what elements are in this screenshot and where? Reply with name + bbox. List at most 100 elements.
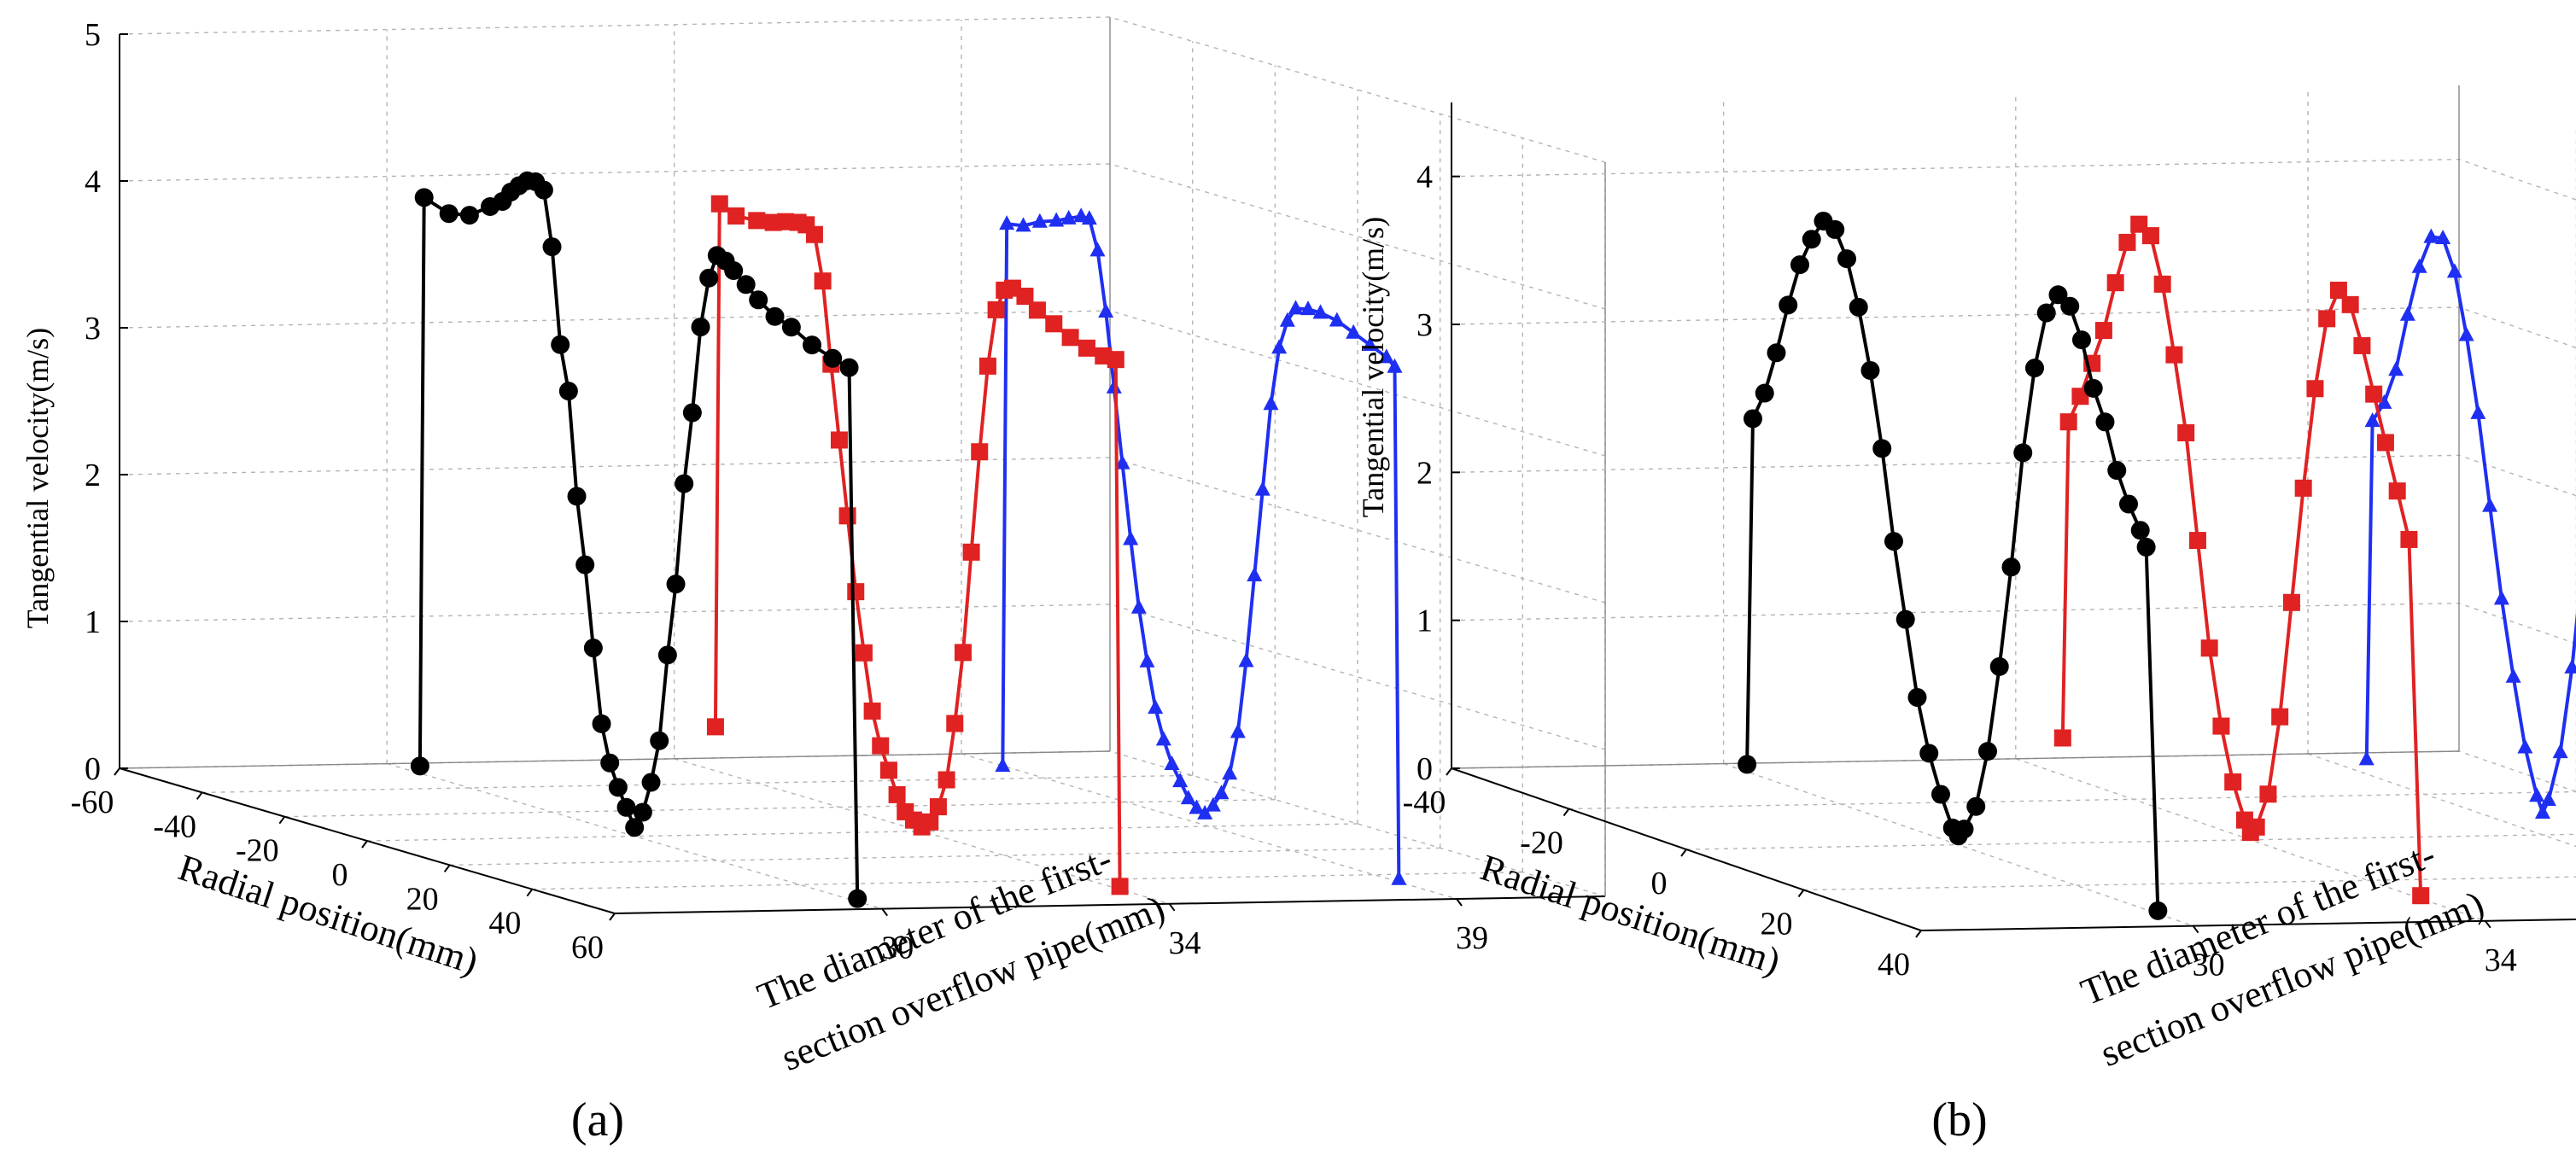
data-point: [2053, 729, 2071, 747]
data-point: [1130, 598, 1147, 614]
z-tick-label: 34: [2485, 942, 2517, 978]
y-tick-label: 3: [85, 311, 101, 347]
data-point: [710, 195, 728, 213]
data-point: [814, 272, 832, 290]
data-point: [2388, 482, 2406, 500]
data-point: [1312, 304, 1329, 319]
data-point: [650, 731, 669, 750]
data-point: [978, 357, 996, 375]
floor-gridline: [449, 847, 1440, 866]
data-point: [1790, 255, 1809, 275]
data-point: [2130, 521, 2150, 540]
data-point: [2071, 330, 2091, 350]
data-point: [2165, 346, 2183, 364]
data-point: [2118, 233, 2136, 251]
data-point: [414, 188, 434, 207]
z-axis-line: [1920, 918, 2576, 931]
data-point: [962, 543, 980, 561]
data-point: [567, 487, 587, 506]
data-point: [1061, 329, 1079, 347]
data-point: [2318, 310, 2336, 328]
data-point: [971, 443, 989, 461]
z-tick-label: 39: [1456, 920, 1488, 956]
x-tick-label: 40: [1878, 947, 1910, 983]
floor-gridline: [674, 758, 1170, 905]
data-point: [1254, 481, 1270, 496]
data-point: [2365, 385, 2383, 403]
data-point: [2059, 413, 2077, 431]
data-point: [1247, 566, 1263, 581]
y-tick-label: 4: [1417, 160, 1433, 195]
x-tick: [1797, 889, 1805, 898]
data-point: [879, 761, 897, 779]
data-point: [1989, 656, 2009, 676]
data-point: [748, 212, 766, 230]
y-tick-label: 1: [1417, 604, 1433, 639]
y-tick-label: 0: [1417, 751, 1433, 787]
data-point: [1837, 249, 1856, 269]
data-point: [534, 180, 553, 200]
wall-gridline: [1451, 158, 2576, 201]
data-point: [1106, 378, 1122, 394]
data-point: [2036, 303, 2056, 323]
data-point: [2083, 378, 2103, 398]
data-point: [2353, 336, 2371, 354]
data-point: [847, 583, 865, 601]
x-tick-label: -40: [153, 808, 196, 844]
data-point: [839, 358, 859, 377]
x-tick-label: -20: [1520, 825, 1563, 861]
x-tick-label: 0: [332, 857, 348, 893]
data-point: [1213, 785, 1230, 800]
data-point: [999, 215, 1015, 230]
data-point: [1329, 312, 1345, 327]
x-tick: [1680, 849, 1687, 857]
data-point: [641, 773, 661, 792]
data-point: [1919, 744, 1939, 763]
data-point: [2423, 228, 2439, 243]
data-point: [749, 290, 768, 310]
z-tick: [1456, 898, 1463, 907]
data-point: [1378, 348, 1394, 364]
x-tick: [114, 767, 120, 776]
floor-gridline: [1568, 790, 2576, 810]
data-point: [666, 575, 686, 594]
z-tick-label: 30: [881, 930, 914, 966]
data-point: [592, 714, 611, 733]
z-tick: [2192, 925, 2199, 934]
data-point: [1931, 785, 1950, 804]
series-line-34: [2060, 222, 2423, 896]
data-point: [2048, 285, 2068, 305]
floor-gridline: [1803, 876, 2576, 891]
data-point: [691, 318, 710, 337]
x-tick: [526, 889, 534, 897]
data-point: [1738, 755, 1757, 774]
data-point: [1895, 610, 1915, 629]
data-point: [938, 771, 955, 789]
data-point: [724, 261, 744, 280]
data-point: [1755, 383, 1774, 403]
data-point: [1028, 301, 1046, 319]
panel-caption-b: (b): [1931, 1094, 1987, 1146]
data-point: [2200, 639, 2218, 657]
data-point: [1148, 699, 1164, 715]
data-point: [803, 335, 822, 355]
y-tick-label: 1: [85, 604, 101, 640]
floor-gridline: [366, 823, 1358, 842]
floor-gridline: [2307, 753, 2576, 848]
data-point: [2060, 296, 2080, 316]
data-point: [608, 778, 628, 797]
data-point: [2141, 227, 2159, 245]
series-line-39: [2364, 235, 2576, 814]
data-point: [633, 802, 652, 822]
series-line-34: [713, 201, 1122, 887]
wall-gridline: [119, 604, 1606, 750]
data-point: [1015, 217, 1031, 232]
x-tick-label: -40: [1403, 785, 1446, 820]
data-point: [1098, 302, 1114, 318]
y-tick-label: 3: [1417, 307, 1433, 343]
data-point: [1391, 870, 1407, 885]
x-tick: [278, 816, 286, 825]
data-point: [682, 403, 702, 423]
data-point: [1825, 219, 1845, 239]
x-tick-label: -60: [71, 785, 114, 820]
